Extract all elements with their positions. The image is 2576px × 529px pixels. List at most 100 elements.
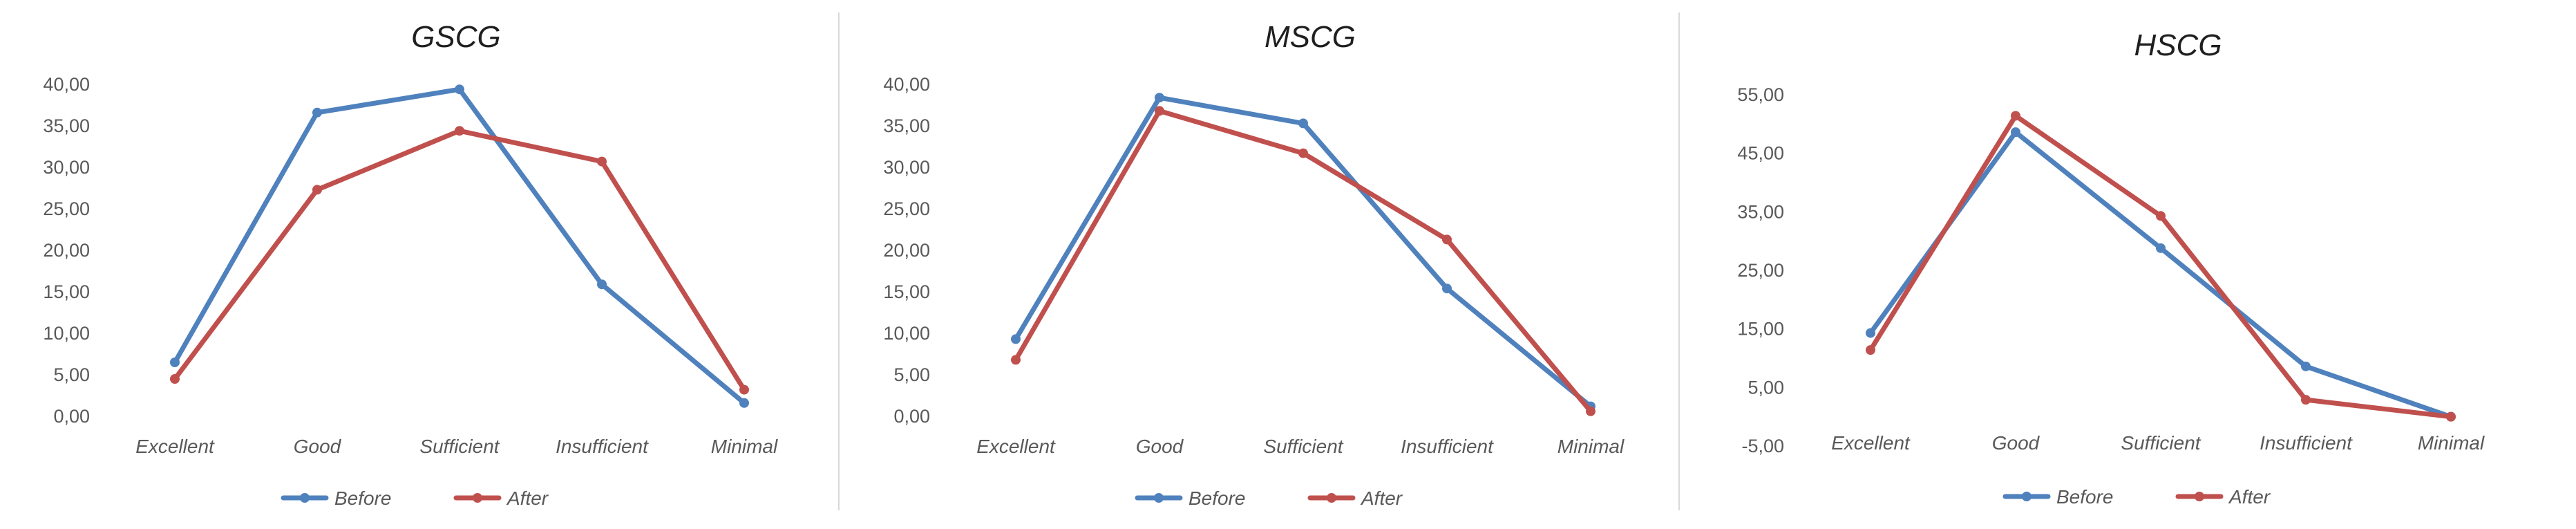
- legend-marker-before: [2022, 492, 2032, 501]
- x-tick-label: Sufficient: [2121, 432, 2201, 454]
- legend-marker-after: [1327, 493, 1336, 503]
- legend: Before After: [1135, 488, 1403, 509]
- legend-label-after: After: [506, 488, 549, 509]
- legend-label-before: Before: [2056, 486, 2114, 508]
- data-point-after: [2446, 411, 2456, 422]
- y-tick-label: 30,00: [43, 157, 90, 178]
- data-point-before: [1866, 328, 1875, 338]
- panel-divider: [838, 12, 840, 510]
- x-tick-label: Minimal: [711, 436, 778, 457]
- data-point-before: [2156, 243, 2166, 253]
- data-point-before: [1011, 334, 1021, 344]
- legend: Before After: [2002, 486, 2271, 508]
- chart-title: MSCG: [1265, 20, 1356, 54]
- x-tick-label: Minimal: [1557, 436, 1625, 457]
- data-point-after: [170, 374, 180, 384]
- x-tick-label: Minimal: [2418, 432, 2485, 454]
- x-tick-label: Good: [294, 436, 342, 457]
- y-tick-label: 25,00: [883, 198, 930, 219]
- legend-label-before: Before: [1188, 488, 1246, 509]
- x-tick-label: Excellent: [135, 436, 215, 457]
- y-tick-label: 15,00: [883, 281, 930, 302]
- data-point-before: [170, 358, 180, 367]
- legend-label-after: After: [2228, 486, 2271, 508]
- x-tick-label: Excellent: [1831, 432, 1911, 454]
- y-tick-label: 35,00: [1737, 201, 1784, 222]
- data-point-before: [1298, 118, 1308, 129]
- data-point-before: [739, 398, 749, 408]
- y-tick-label: 40,00: [883, 74, 930, 95]
- y-tick-label: -5,00: [1741, 436, 1784, 456]
- y-tick-label: 55,00: [1737, 84, 1784, 105]
- series-line-after: [1868, 113, 2454, 420]
- chart-title: GSCG: [411, 20, 501, 54]
- data-point-before: [597, 279, 607, 290]
- y-tick-label: 15,00: [43, 281, 90, 302]
- series-line-before: [172, 86, 747, 406]
- chart-gscg: GSCG 0,00 5,00 10,00 15,00 20,00 25,00 30,00 35,…: [43, 20, 778, 509]
- y-tick-label: 5,00: [893, 364, 930, 385]
- data-point-before: [1155, 93, 1164, 103]
- data-point-after: [1011, 355, 1021, 365]
- legend-label-after: After: [1360, 488, 1403, 509]
- x-tick-label: Good: [1992, 432, 2040, 454]
- data-point-before: [312, 107, 322, 118]
- series-line-before: [1868, 129, 2454, 420]
- data-point-before: [2011, 127, 2020, 138]
- legend-marker-before: [300, 493, 310, 503]
- y-tick-label: 20,00: [883, 240, 930, 261]
- data-point-after: [739, 384, 749, 395]
- data-point-after: [1866, 345, 1875, 355]
- y-tick-label: 15,00: [1737, 319, 1784, 340]
- data-point-after: [1298, 148, 1308, 158]
- chart-mscg: MSCG 0,00 5,00 10,00 15,00 20,00 25,00 30,00 35,…: [883, 20, 1625, 509]
- chart-hscg: HSCG -5,00 5,00 15,00 25,00 35,00 45,00 55,00 Ex…: [1737, 28, 2485, 508]
- x-tick-label: Insufficient: [556, 436, 649, 457]
- y-tick-label: 25,00: [1737, 260, 1784, 281]
- y-tick-label: 45,00: [1737, 143, 1784, 164]
- data-point-after: [312, 185, 322, 195]
- data-point-after: [1155, 106, 1164, 116]
- data-point-after: [2011, 111, 2020, 121]
- y-tick-label: 30,00: [883, 157, 930, 178]
- y-tick-label: 25,00: [43, 198, 90, 219]
- legend-marker-after: [473, 493, 482, 503]
- chart-panel-mscg: MSCG 0,00 5,00 10,00 15,00 20,00 25,00 30,00 35,…: [840, 0, 1678, 526]
- legend-marker-before: [1154, 493, 1164, 503]
- y-tick-label: 10,00: [883, 323, 930, 344]
- data-point-before: [2301, 361, 2311, 371]
- chart-title: HSCG: [2134, 28, 2222, 62]
- y-tick-label: 35,00: [883, 115, 930, 136]
- y-tick-label: 35,00: [43, 115, 90, 136]
- data-point-after: [455, 126, 464, 136]
- chart-panel-hscg: HSCG -5,00 5,00 15,00 25,00 35,00 45,00 55,00 Ex…: [1680, 0, 2576, 526]
- data-point-after: [597, 156, 607, 167]
- y-tick-label: 5,00: [53, 364, 90, 385]
- data-point-after: [2301, 395, 2311, 405]
- data-point-after: [1586, 406, 1595, 416]
- chart-panel-gscg: GSCG 0,00 5,00 10,00 15,00 20,00 25,00 30,00 35,…: [0, 0, 837, 526]
- y-tick-label: 5,00: [1748, 377, 1784, 398]
- x-tick-label: Excellent: [976, 436, 1056, 457]
- data-point-before: [1442, 284, 1452, 294]
- x-tick-label: Sufficient: [419, 436, 500, 457]
- panel-divider: [1678, 12, 1680, 510]
- series-line-before: [1013, 95, 1593, 409]
- data-point-after: [2156, 211, 2166, 221]
- x-tick-label: Insufficient: [1401, 436, 1494, 457]
- data-point-after: [1442, 234, 1452, 245]
- y-tick-label: 0,00: [893, 406, 930, 427]
- y-tick-label: 10,00: [43, 323, 90, 344]
- data-point-before: [455, 84, 464, 95]
- y-tick-label: 0,00: [53, 406, 90, 427]
- y-tick-label: 20,00: [43, 240, 90, 261]
- x-tick-label: Good: [1136, 436, 1184, 457]
- x-tick-label: Sufficient: [1263, 436, 1343, 457]
- legend-label-before: Before: [334, 488, 392, 509]
- legend-marker-after: [2195, 492, 2204, 501]
- series-line-after: [172, 128, 747, 393]
- legend: Before After: [281, 488, 549, 509]
- y-tick-label: 40,00: [43, 74, 90, 95]
- x-tick-label: Insufficient: [2260, 432, 2353, 454]
